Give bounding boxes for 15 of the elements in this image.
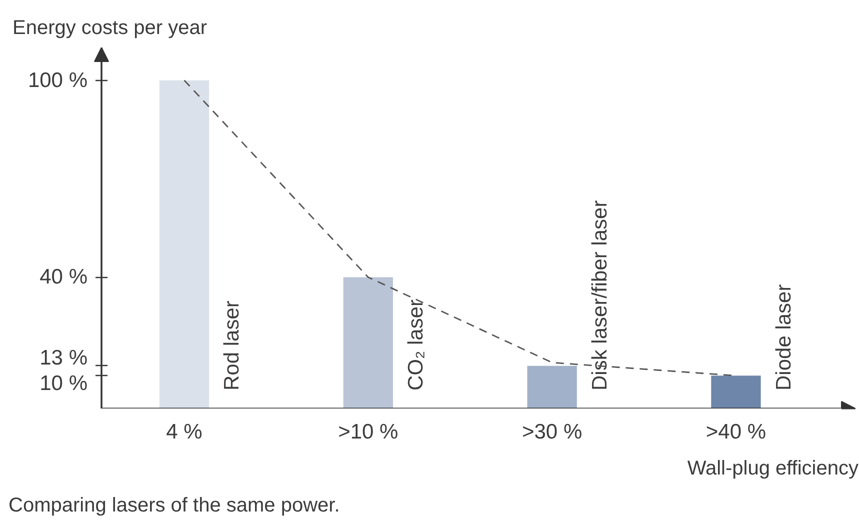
x-tick-label: >30 % [522,420,582,444]
x-tick-label: >10 % [338,420,398,444]
y-tick-label: 100 % [28,68,88,92]
text: Rod laser [220,300,244,390]
text: Disk laser/fiber laser [588,200,612,390]
text: CO₂ laser [404,299,428,390]
y-axis-title: Energy costs per year [12,17,208,39]
x-axis-title: Wall-plug efficiency [687,458,859,480]
text: Diode laser [772,284,796,390]
y-tick-label: 13 % [40,346,88,370]
x-tick-label: >40 % [706,420,766,444]
text: Comparing lasers of the same power. [8,494,340,516]
x-tick-label: 4 % [166,420,202,444]
y-tick-label: 10 % [40,372,88,395]
y-tick-label: 40 % [40,266,88,289]
